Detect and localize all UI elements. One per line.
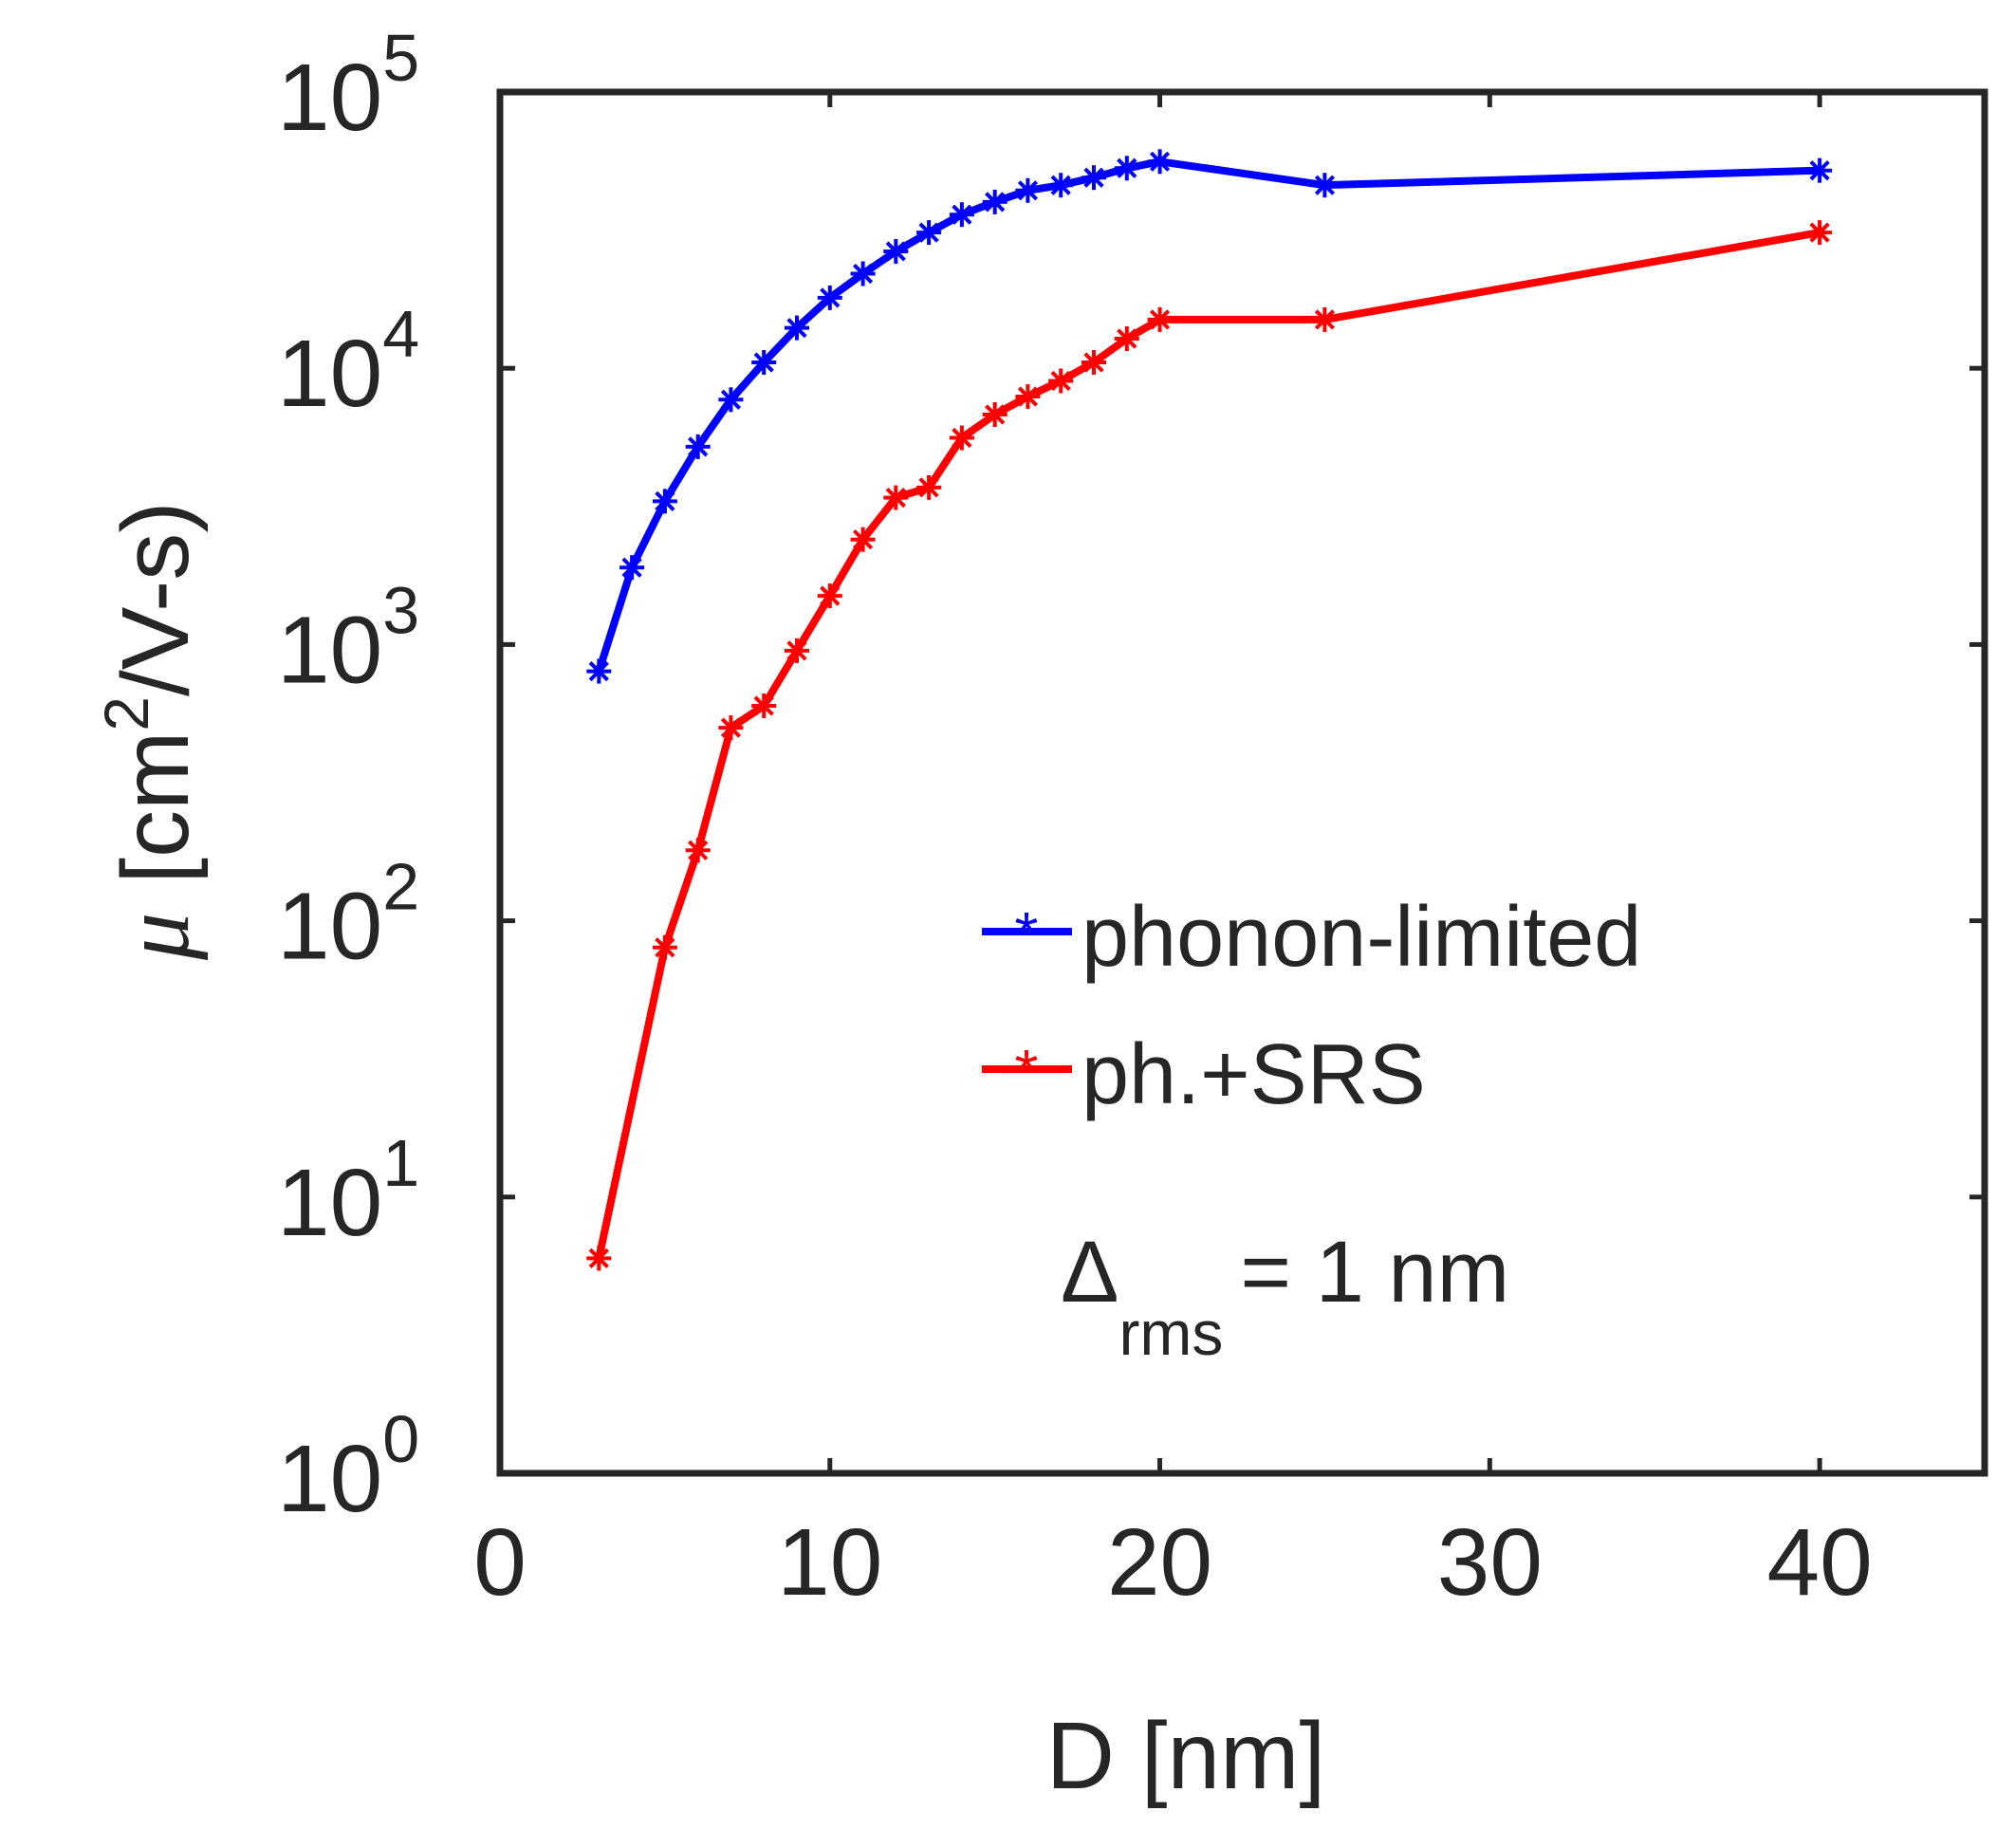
data-point (1147, 306, 1173, 332)
data-point (652, 934, 677, 960)
y-axis-label-pre: [cm (102, 731, 209, 884)
data-point (1807, 157, 1833, 183)
data-point (916, 220, 942, 246)
data-point (1048, 173, 1074, 198)
data-point (785, 315, 809, 341)
data-point (1114, 326, 1139, 351)
data-point (751, 350, 777, 375)
x-tick-label: 30 (1437, 1509, 1543, 1616)
annotation-text: = 1 nm (1240, 1224, 1509, 1321)
data-point (982, 189, 1008, 214)
annotation-delta-rms: Δrms= 1 nm (1061, 1224, 1509, 1368)
data-point (1807, 220, 1833, 246)
x-axis-label: D [nm] (1046, 1703, 1325, 1809)
data-point (1312, 173, 1338, 198)
series-phonon-limited (586, 149, 1833, 684)
legend-label-phonon-limited: phonon-limited (1081, 890, 1641, 985)
legend-label-srs: ph.+SRS (1081, 1027, 1426, 1122)
annotation-symbol: Δ (1061, 1224, 1118, 1321)
axes-frame (496, 88, 1988, 1477)
data-point (685, 434, 711, 459)
series-srs (586, 220, 1833, 1271)
data-point (718, 715, 744, 741)
data-point (850, 261, 876, 286)
y-tick-label: 101 (277, 1126, 419, 1256)
data-point (883, 485, 909, 510)
series-layer (586, 149, 1833, 1271)
data-point (817, 285, 842, 310)
svg-text:Δrms= 1 nm: Δrms= 1 nm (1061, 1224, 1509, 1368)
data-point (586, 1246, 612, 1271)
data-point (1081, 165, 1106, 191)
x-tick-label: 0 (473, 1509, 527, 1616)
y-tick-label: 103 (277, 573, 419, 703)
y-axis-label-symbol: μ (103, 913, 209, 961)
y-axis-label-superscript: 2 (91, 696, 161, 731)
data-point (1147, 149, 1173, 175)
data-point (1081, 350, 1106, 375)
data-point (619, 555, 645, 581)
data-point (982, 402, 1008, 427)
data-point (586, 658, 612, 684)
data-point (883, 239, 909, 264)
legend-marker-phonon-limited: * (1015, 899, 1039, 968)
y-tick-label: 105 (277, 21, 419, 151)
legend: * phonon-limited * ph.+SRS (982, 890, 1641, 1122)
data-point (949, 202, 974, 228)
axes-layer: 0 10 20 30 40 100 101 102 103 104 105 (277, 21, 1988, 1616)
y-axis-label-post: /V-s) (102, 501, 209, 696)
x-tick-label: 40 (1766, 1509, 1872, 1616)
data-point (1048, 368, 1074, 394)
data-point (785, 638, 809, 663)
y-axis-label: μ [cm2/V-s) (91, 501, 209, 961)
data-point (1015, 177, 1041, 203)
y-tick-label: 104 (277, 297, 419, 427)
x-tick-label: 20 (1107, 1509, 1212, 1616)
data-point (817, 583, 842, 609)
data-point (850, 527, 876, 552)
data-point (751, 693, 777, 718)
data-point (685, 838, 711, 863)
legend-marker-srs: * (1015, 1037, 1039, 1105)
svg-text:μ[cm2/V-s): μ [cm2/V-s) (91, 501, 209, 961)
y-tick-label: 100 (277, 1402, 419, 1532)
x-tick-label: 10 (777, 1509, 882, 1616)
data-point (1312, 306, 1338, 332)
y-tick-label: 102 (277, 850, 419, 980)
data-point (1015, 384, 1041, 409)
data-point (718, 387, 744, 413)
data-point (916, 474, 942, 500)
data-point (949, 425, 974, 451)
data-point (652, 489, 677, 514)
annotation-subscript: rms (1118, 1298, 1223, 1368)
data-point (1114, 156, 1139, 181)
